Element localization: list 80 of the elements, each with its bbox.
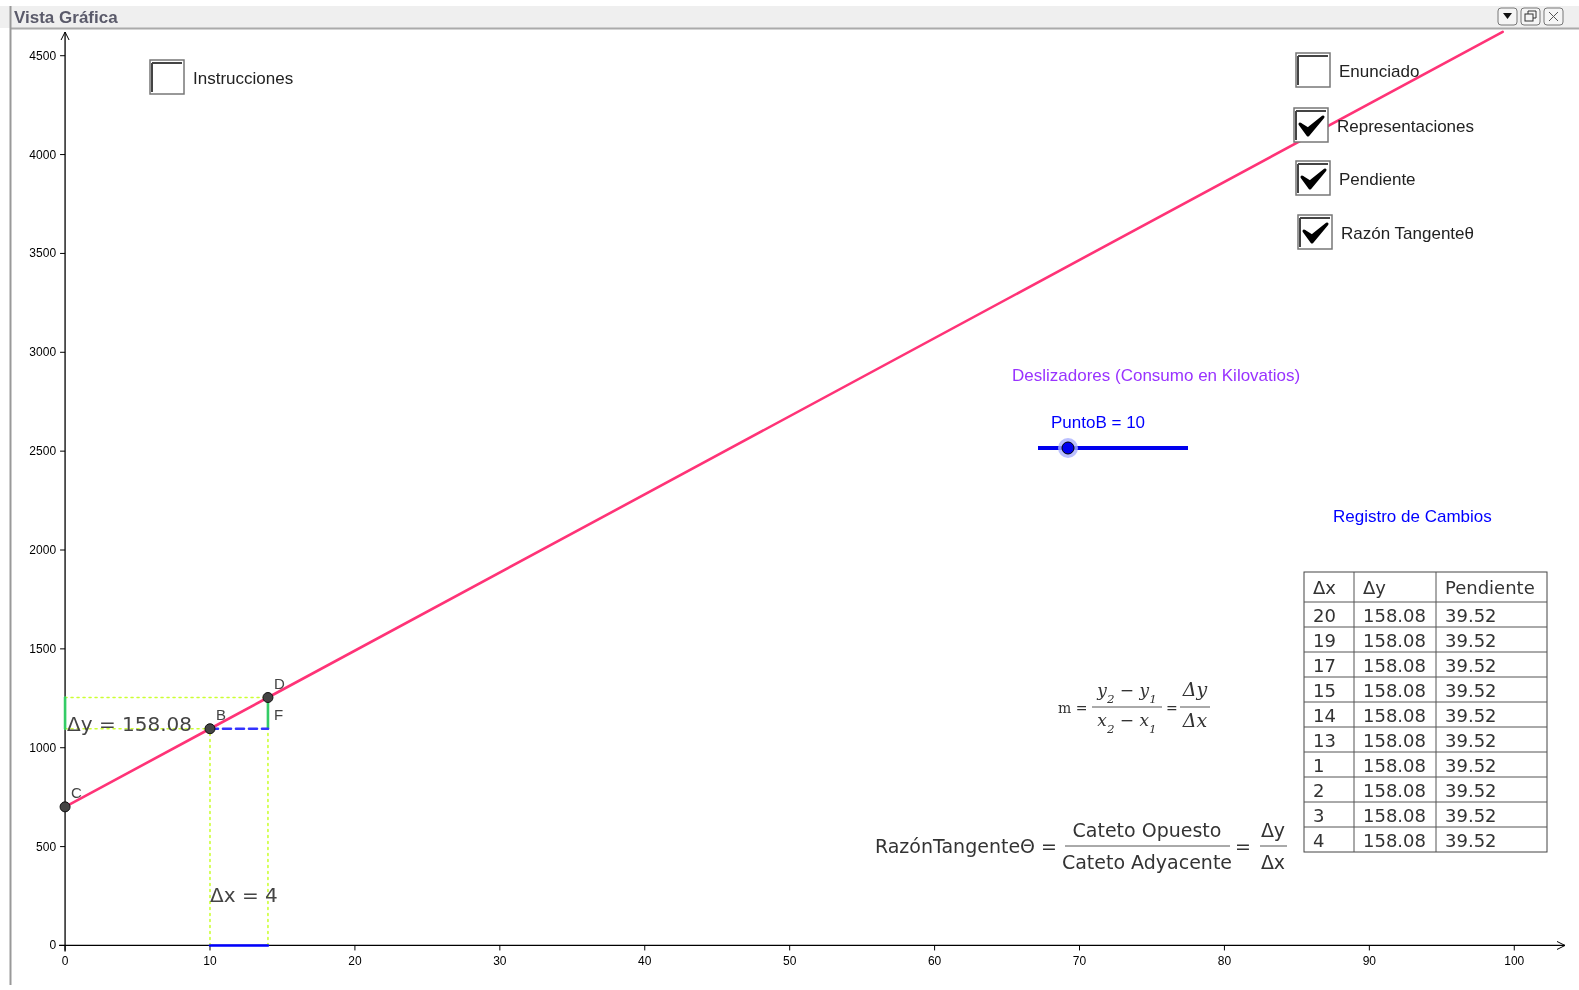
- x-tick-label: 30: [493, 954, 507, 969]
- x-tick-label: 80: [1217, 954, 1232, 969]
- x-tick-label: 70: [1072, 954, 1087, 969]
- annotation: Δx: [1181, 709, 1208, 731]
- annotation: 15: [1313, 680, 1336, 701]
- annotation: 158.08: [1363, 630, 1426, 651]
- annotation: 39.52: [1445, 755, 1497, 776]
- annotation: Δx = 4: [210, 883, 278, 907]
- x-tick-label: 20: [348, 954, 362, 969]
- annotation: RazónTangenteΘ =: [874, 835, 1057, 857]
- annotation: x$_{2}$ − x$_{1}$: [1097, 710, 1157, 736]
- annotation: 14: [1313, 705, 1336, 726]
- annotation: 39.52: [1445, 605, 1497, 626]
- annotation: =: [1235, 835, 1251, 857]
- annotation: Cateto Opuesto: [1072, 819, 1222, 841]
- annotation: Δx: [1313, 577, 1337, 598]
- x-tick-label: 100: [1504, 954, 1525, 969]
- annotation: 39.52: [1445, 805, 1497, 826]
- annotation: Δx: [1260, 851, 1286, 873]
- x-tick-label: 10: [203, 954, 217, 969]
- annotation: 17: [1313, 655, 1336, 676]
- annotation: PuntoB = 10: [1051, 413, 1146, 432]
- annotation: 158.08: [1363, 605, 1426, 626]
- annotation: 2: [1313, 780, 1325, 801]
- annotation: 158.08: [1363, 755, 1426, 776]
- annotation: Deslizadores (Consumo en Kilovatios): [1012, 366, 1301, 385]
- annotation: 39.52: [1445, 680, 1497, 701]
- annotation: m =: [1058, 700, 1088, 716]
- chart-title: Vista Gráfica: [14, 8, 119, 27]
- annotation: Razón Tangenteθ: [1341, 224, 1474, 243]
- annotation: 13: [1313, 730, 1336, 751]
- y-tick-label: 4000: [29, 147, 57, 162]
- annotation: 39.52: [1445, 780, 1497, 801]
- y-tick-label: 0: [49, 938, 57, 953]
- annotation: 20: [1313, 605, 1336, 626]
- annotation: 39.52: [1445, 655, 1497, 676]
- annotation: 19: [1313, 630, 1336, 651]
- annotation: Pendiente: [1445, 577, 1535, 598]
- annotation: 39.52: [1445, 830, 1497, 851]
- annotation: D: [273, 674, 285, 692]
- y-tick-label: 2000: [29, 543, 57, 558]
- annotation: 158.08: [1363, 730, 1426, 751]
- annotation: 158.08: [1363, 805, 1426, 826]
- annotation: Δy: [1363, 577, 1387, 598]
- annotation: 3: [1313, 805, 1325, 826]
- annotation: C: [71, 783, 83, 801]
- annotation: Instrucciones: [193, 69, 294, 88]
- annotation: 4: [1313, 830, 1325, 851]
- y-tick-label: 4500: [29, 48, 57, 63]
- y-tick-label: 3500: [29, 246, 57, 261]
- x-tick-label: 50: [782, 954, 797, 969]
- annotation: Representaciones: [1337, 117, 1475, 136]
- x-tick-label: 0: [61, 954, 69, 969]
- x-tick-label: 40: [638, 954, 652, 969]
- x-tick-label: 60: [927, 954, 942, 969]
- annotation: Pendiente: [1339, 170, 1416, 189]
- annotation: B: [215, 705, 227, 723]
- annotation: F: [273, 705, 284, 723]
- annotation: 158.08: [1363, 780, 1426, 801]
- annotation: Enunciado: [1339, 62, 1420, 81]
- y-tick-label: 2500: [29, 444, 57, 459]
- annotation: =: [1166, 700, 1178, 716]
- annotation: 158.08: [1363, 830, 1426, 851]
- annotation: 39.52: [1445, 705, 1497, 726]
- y-tick-label: 500: [36, 839, 57, 854]
- annotation: Δy: [1260, 819, 1286, 841]
- annotation: Registro de Cambios: [1333, 507, 1492, 526]
- annotation: 158.08: [1363, 680, 1426, 701]
- annotation: 39.52: [1445, 730, 1497, 751]
- annotation: 39.52: [1445, 630, 1497, 651]
- y-tick-label: 1000: [29, 740, 57, 755]
- y-tick-label: 1500: [29, 641, 57, 656]
- annotation: y$_{2}$ − y$_{1}$: [1096, 680, 1157, 706]
- annotation: 158.08: [1363, 655, 1426, 676]
- annotation: 1: [1313, 755, 1325, 776]
- annotation: Δy: [1181, 678, 1208, 700]
- x-tick-label: 90: [1362, 954, 1377, 969]
- y-tick-label: 3000: [29, 345, 57, 360]
- annotation: Cateto Adyacente: [1061, 851, 1233, 873]
- annotation: 158.08: [1363, 705, 1426, 726]
